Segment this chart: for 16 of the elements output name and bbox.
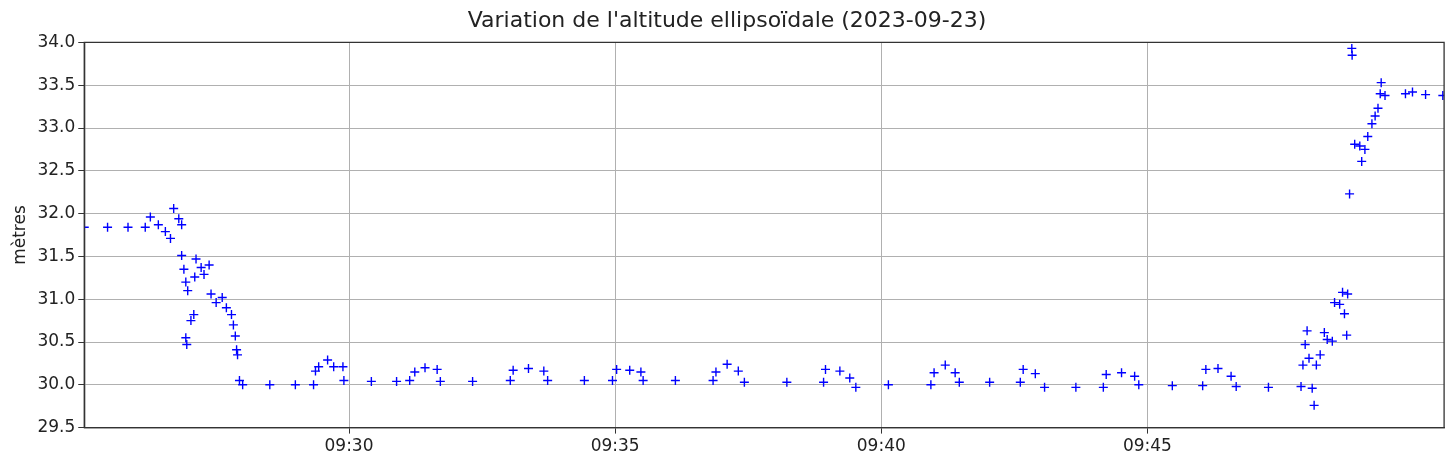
y-tick-label: 33.5 xyxy=(37,73,76,94)
chart-title: Variation de l'altitude ellipsoïdale (2023-09-23) xyxy=(467,6,987,32)
y-tick-label: 31.5 xyxy=(37,244,76,265)
x-tick-label: 09:45 xyxy=(1122,435,1172,456)
y-tick-label: 31.0 xyxy=(37,287,76,308)
y-axis-title: mètres xyxy=(8,205,29,265)
x-tick-label: 09:40 xyxy=(856,435,906,456)
y-tick-label: 29.5 xyxy=(37,416,76,437)
y-tick-label: 34.0 xyxy=(37,30,76,51)
x-tick-label: 09:35 xyxy=(590,435,640,456)
y-tick-label: 32.5 xyxy=(37,159,76,180)
y-tick-label: 30.5 xyxy=(37,330,76,351)
y-tick-label: 30.0 xyxy=(37,373,76,394)
x-tick-label: 09:30 xyxy=(324,435,374,456)
y-tick-label: 32.0 xyxy=(37,202,76,223)
y-tick-label: 33.0 xyxy=(37,116,76,137)
